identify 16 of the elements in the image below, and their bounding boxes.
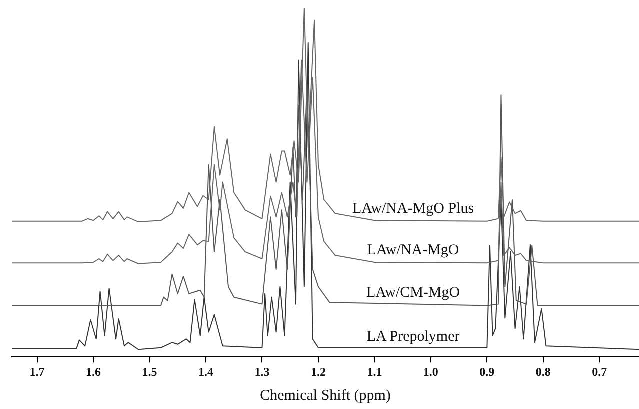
x-tick-label: 1.1	[367, 364, 382, 379]
x-tick-label: 1.3	[254, 364, 270, 379]
series-label: LAw/CM-MgO	[366, 285, 460, 302]
x-tick-label: 1.2	[310, 364, 326, 379]
x-tick-label: 0.9	[480, 364, 495, 379]
x-tick-label: 1.6	[86, 364, 102, 379]
x-tick-label: 1.7	[30, 364, 45, 379]
x-tick-label: 0.8	[536, 364, 551, 379]
series-label: LAw/NA-MgO Plus	[352, 200, 474, 217]
x-tick-label: 0.7	[592, 364, 608, 379]
series-label: LAw/NA-MgO	[367, 242, 460, 259]
x-tick-label: 1.0	[423, 364, 438, 379]
series-label: LA Prepolymer	[366, 329, 460, 346]
x-axis-title: Chemical Shift (ppm)	[260, 388, 391, 404]
x-tick-label: 1.4	[198, 364, 214, 379]
x-tick-label: 1.5	[142, 364, 158, 379]
